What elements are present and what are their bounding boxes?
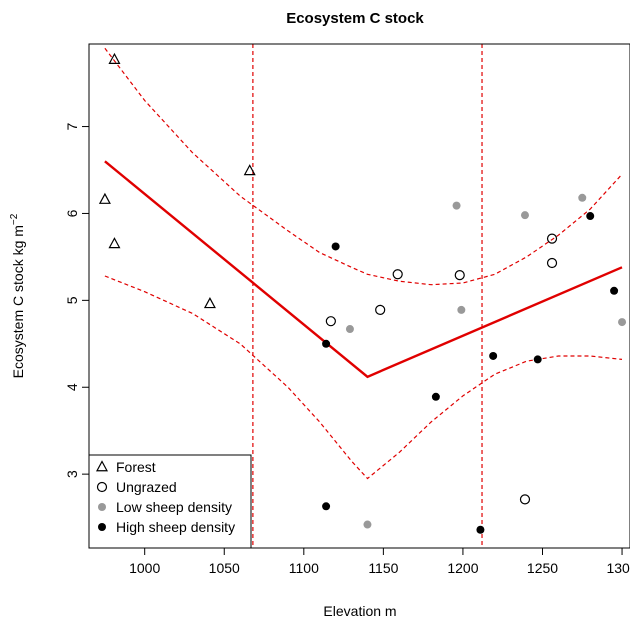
point-low-sheep-density-5: [578, 193, 587, 202]
y-axis: 3 4 5 6 7: [64, 122, 89, 478]
plot-frame: [88, 43, 630, 549]
y-tick-label-4: 4: [64, 383, 80, 391]
x-tick-label-1100: 1100: [289, 560, 319, 576]
point-ungrazed-5: [546, 233, 558, 244]
point-ungrazed-3: [392, 269, 403, 280]
point-ungrazed-6: [546, 257, 558, 269]
y-tick-label-3: 3: [64, 470, 80, 478]
point-low-sheep-density-1: [345, 325, 354, 334]
point-forest-3: [108, 237, 121, 249]
x-axis: 1000 1050 1100 1150 1200 1250 1300: [129, 548, 630, 576]
point-low-sheep-density-3: [457, 305, 466, 314]
point-forest-1: [108, 52, 121, 64]
point-low-sheep-density-6: [618, 318, 627, 327]
y-axis-label-text: Ecosystem C stock kg m: [10, 225, 26, 378]
x-tick-label-1150: 1150: [368, 560, 398, 576]
x-tick-label-1300: 1300: [606, 560, 630, 576]
fitted-line: [104, 160, 623, 379]
point-high-sheep-density-9: [476, 525, 485, 534]
point-ungrazed-1: [325, 316, 336, 327]
legend: Forest Ungrazed Low sheep density High shee…: [88, 454, 252, 549]
legend-marker-high-sheep-density: [98, 523, 106, 531]
y-axis-label-superscript: −2: [9, 213, 20, 225]
point-high-sheep-density-2: [322, 339, 331, 348]
point-low-sheep-density-7: [363, 520, 372, 529]
point-forest-4: [203, 297, 216, 309]
point-high-sheep-density-5: [533, 355, 542, 364]
legend-marker-ungrazed: [96, 481, 108, 493]
legend-marker-forest: [95, 460, 109, 472]
point-low-sheep-density-4: [520, 211, 529, 220]
x-tick-label-1200: 1200: [447, 560, 478, 576]
chart-title: Ecosystem C stock: [286, 10, 424, 27]
legend-label-high-sheep-density: High sheep density: [116, 519, 235, 535]
point-forest-2: [98, 192, 111, 204]
x-tick-label-1000: 1000: [129, 560, 160, 576]
point-high-sheep-density-7: [610, 286, 619, 295]
x-tick-label-1250: 1250: [527, 560, 558, 576]
legend-box: [88, 454, 252, 549]
point-high-sheep-density-1: [331, 242, 340, 251]
legend-marker-low-sheep-density: [98, 503, 106, 511]
plot-content: [98, 44, 627, 548]
point-forest-5: [243, 164, 256, 176]
point-high-sheep-density-3: [431, 392, 440, 401]
y-axis-label: Ecosystem C stock kg m−2: [9, 213, 26, 378]
point-high-sheep-density-6: [586, 212, 595, 221]
confidence-band-upper: [104, 47, 623, 286]
x-tick-label-1050: 1050: [209, 560, 240, 576]
point-ungrazed-2: [375, 304, 386, 316]
y-tick-label-7: 7: [64, 122, 80, 130]
point-ungrazed-7: [519, 494, 531, 505]
point-ungrazed-4: [454, 270, 465, 281]
legend-label-low-sheep-density: Low sheep density: [116, 499, 232, 515]
confidence-band-lower: [104, 275, 623, 480]
legend-label-ungrazed: Ungrazed: [116, 479, 177, 495]
y-tick-label-6: 6: [64, 209, 80, 217]
y-tick-label-5: 5: [64, 296, 80, 304]
x-axis-label: Elevation m: [323, 603, 396, 619]
point-high-sheep-density-8: [322, 502, 331, 511]
point-low-sheep-density-2: [452, 201, 461, 210]
point-high-sheep-density-4: [489, 351, 498, 360]
legend-label-forest: Forest: [116, 459, 156, 475]
